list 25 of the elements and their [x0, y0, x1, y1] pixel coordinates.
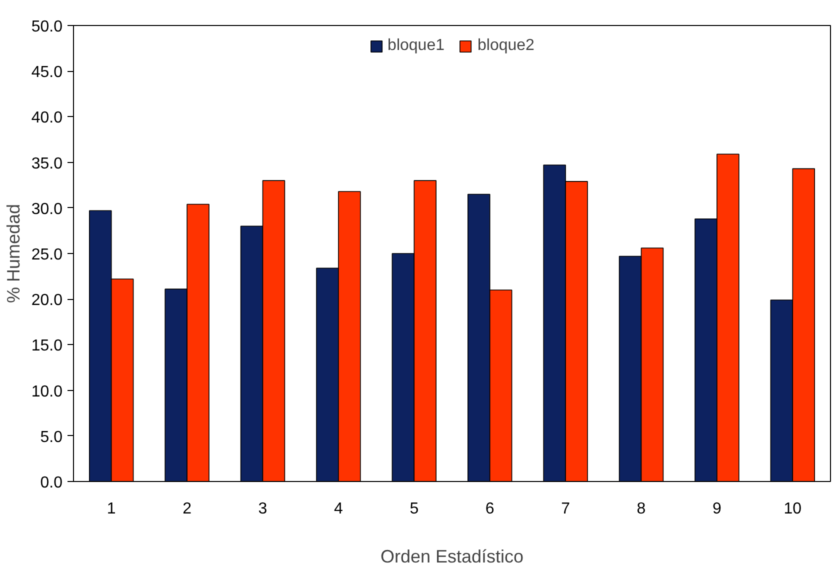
x-axis-title: Orden Estadístico [380, 546, 524, 566]
y-tick-label: 45.0 [31, 64, 63, 82]
x-tick-label: 1 [106, 500, 116, 518]
y-axis-title: % Humedad [3, 204, 24, 304]
x-tick-label: 7 [561, 500, 570, 518]
x-tick-label: 9 [712, 500, 722, 518]
x-tick-label: 5 [410, 500, 419, 518]
x-tick-label: 3 [258, 500, 268, 518]
x-tick-label: 2 [182, 500, 192, 518]
x-tick-label: 6 [485, 500, 494, 518]
y-tick-label: 35.0 [31, 155, 63, 172]
y-tick-label: 20.0 [31, 292, 63, 310]
y-tick-label: 40.0 [31, 110, 63, 127]
y-tick-label: 50.0 [31, 18, 63, 36]
y-tick-label: 5.0 [40, 428, 63, 446]
y-tick-label: 10.0 [31, 383, 63, 400]
x-tick-label: 8 [636, 500, 646, 518]
y-tick-label: 15.0 [31, 338, 63, 355]
x-tick-label: 10 [784, 500, 802, 518]
x-tick-label: 4 [334, 500, 343, 518]
y-tick-label: 0.0 [40, 474, 63, 492]
legend-label: bloque1 [388, 37, 444, 55]
y-tick-label: 30.0 [31, 200, 63, 218]
y-tick-label: 25.0 [31, 246, 63, 264]
legend-label: bloque2 [478, 37, 534, 55]
